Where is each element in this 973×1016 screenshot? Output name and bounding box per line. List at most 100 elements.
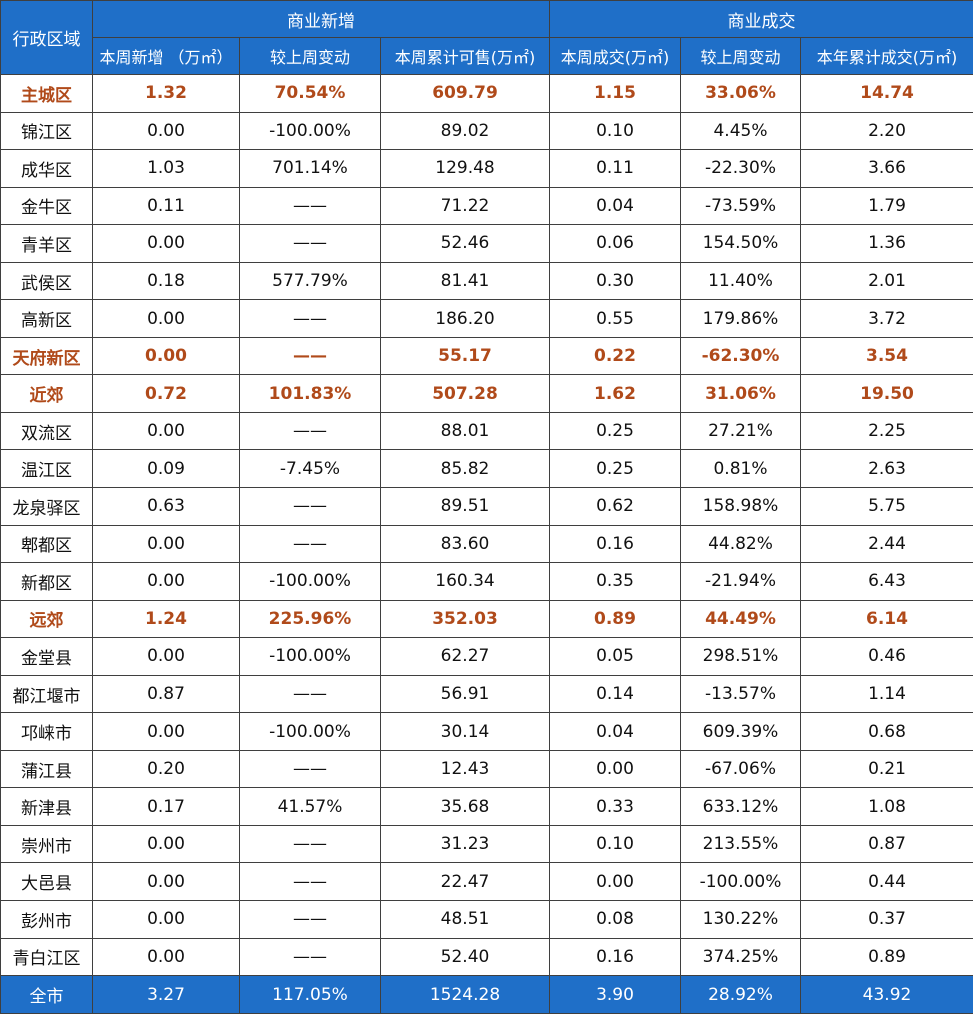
new-change-cell: —— — [239, 524, 381, 564]
deal-change-cell: -100.00% — [680, 862, 801, 902]
deal-change-cell: 4.45% — [680, 111, 801, 151]
available-cell: 52.40 — [380, 937, 550, 977]
new-change-cell: -100.00% — [239, 562, 381, 601]
region-cell: 双流区 — [0, 411, 93, 451]
new-week-cell: 0.00 — [92, 111, 240, 151]
available-cell: 56.91 — [380, 674, 550, 714]
new-change-cell: —— — [239, 862, 381, 902]
available-cell: 48.51 — [380, 900, 550, 939]
new-change-cell: —— — [239, 411, 381, 451]
summary-row: 主城区 1.32 70.54% 609.79 1.15 33.06% 14.74 — [0, 74, 973, 113]
deal-year-cell: 2.25 — [800, 411, 973, 451]
region-cell: 邛崃市 — [0, 712, 93, 751]
deal-change-cell: 31.06% — [680, 374, 801, 413]
table-row: 青白江区 0.00 —— 52.40 0.16 374.25% 0.89 — [0, 937, 973, 977]
deal-week-cell: 0.08 — [549, 900, 681, 939]
available-cell: 30.14 — [380, 712, 550, 751]
header-deal-week: 本周成交(万㎡) — [549, 37, 681, 75]
new-change-cell: —— — [239, 824, 381, 864]
new-change-cell: 101.83% — [239, 374, 381, 413]
table-row: 崇州市 0.00 —— 31.23 0.10 213.55% 0.87 — [0, 824, 973, 864]
region-cell: 大邑县 — [0, 862, 93, 902]
deal-change-cell: 374.25% — [680, 937, 801, 977]
new-week-cell: 0.00 — [92, 712, 240, 751]
deal-year-cell: 3.66 — [800, 149, 973, 188]
deal-change-cell: -73.59% — [680, 186, 801, 226]
new-week-cell: 0.00 — [92, 900, 240, 939]
available-cell: 22.47 — [380, 862, 550, 902]
deal-week-cell: 0.11 — [549, 149, 681, 188]
new-week-cell: 0.11 — [92, 186, 240, 226]
new-week-cell: 0.00 — [92, 336, 240, 376]
table-row: 双流区 0.00 —— 88.01 0.25 27.21% 2.25 — [0, 411, 973, 451]
deal-week-cell: 1.62 — [549, 374, 681, 413]
deal-week-cell: 0.06 — [549, 224, 681, 263]
deal-week-cell: 0.10 — [549, 111, 681, 151]
deal-year-cell: 3.72 — [800, 299, 973, 338]
available-cell: 71.22 — [380, 186, 550, 226]
available-cell: 160.34 — [380, 562, 550, 601]
table-row: 新津县 0.17 41.57% 35.68 0.33 633.12% 1.08 — [0, 787, 973, 826]
available-cell: 55.17 — [380, 336, 550, 376]
total-row: 全市 3.27 117.05% 1524.28 3.90 28.92% 43.9… — [0, 975, 973, 1015]
available-cell: 81.41 — [380, 261, 550, 301]
available-cell: 52.46 — [380, 224, 550, 263]
deal-year-cell: 5.75 — [800, 487, 973, 526]
new-week-cell: 0.00 — [92, 637, 240, 676]
deal-week-cell: 0.04 — [549, 712, 681, 751]
new-change-cell: —— — [239, 900, 381, 939]
new-change-cell: 577.79% — [239, 261, 381, 301]
new-week-cell: 1.32 — [92, 74, 240, 113]
table-row: 锦江区 0.00 -100.00% 89.02 0.10 4.45% 2.20 — [0, 111, 973, 151]
header-region: 行政区域 — [0, 0, 93, 75]
deal-year-cell: 1.36 — [800, 224, 973, 263]
deal-week-cell: 0.04 — [549, 186, 681, 226]
total-region: 全市 — [0, 975, 93, 1015]
deal-year-cell: 0.89 — [800, 937, 973, 977]
deal-change-cell: 154.50% — [680, 224, 801, 263]
available-cell: 35.68 — [380, 787, 550, 826]
deal-year-cell: 1.79 — [800, 186, 973, 226]
header-available: 本周累计可售(万㎡) — [380, 37, 550, 75]
deal-change-cell: 44.49% — [680, 599, 801, 639]
deal-week-cell: 0.00 — [549, 862, 681, 902]
deal-year-cell: 1.14 — [800, 674, 973, 714]
total-deal-change: 28.92% — [680, 975, 801, 1015]
new-week-cell: 0.09 — [92, 449, 240, 489]
region-cell: 温江区 — [0, 449, 93, 489]
available-cell: 186.20 — [380, 299, 550, 338]
region-cell: 龙泉驿区 — [0, 487, 93, 526]
new-change-cell: 41.57% — [239, 787, 381, 826]
deal-year-cell: 2.01 — [800, 261, 973, 301]
table-row: 金堂县 0.00 -100.00% 62.27 0.05 298.51% 0.46 — [0, 637, 973, 676]
deal-week-cell: 0.62 — [549, 487, 681, 526]
deal-year-cell: 0.21 — [800, 749, 973, 789]
new-week-cell: 0.00 — [92, 824, 240, 864]
available-cell: 89.02 — [380, 111, 550, 151]
table-row: 金牛区 0.11 —— 71.22 0.04 -73.59% 1.79 — [0, 186, 973, 226]
available-cell: 507.28 — [380, 374, 550, 413]
available-cell: 31.23 — [380, 824, 550, 864]
new-change-cell: 70.54% — [239, 74, 381, 113]
new-change-cell: —— — [239, 487, 381, 526]
new-week-cell: 0.87 — [92, 674, 240, 714]
header-new-change: 较上周变动 — [239, 37, 381, 75]
table-row: 温江区 0.09 -7.45% 85.82 0.25 0.81% 2.63 — [0, 449, 973, 489]
new-week-cell: 0.00 — [92, 562, 240, 601]
new-week-cell: 0.63 — [92, 487, 240, 526]
total-deal-year: 43.92 — [800, 975, 973, 1015]
table-row: 郫都区 0.00 —— 83.60 0.16 44.82% 2.44 — [0, 524, 973, 564]
deal-week-cell: 0.22 — [549, 336, 681, 376]
deal-year-cell: 2.20 — [800, 111, 973, 151]
deal-change-cell: -62.30% — [680, 336, 801, 376]
summary-row: 近郊 0.72 101.83% 507.28 1.62 31.06% 19.50 — [0, 374, 973, 413]
deal-year-cell: 2.44 — [800, 524, 973, 564]
new-week-cell: 0.20 — [92, 749, 240, 789]
deal-change-cell: -22.30% — [680, 149, 801, 188]
deal-week-cell: 0.05 — [549, 637, 681, 676]
table-row: 大邑县 0.00 —— 22.47 0.00 -100.00% 0.44 — [0, 862, 973, 902]
new-week-cell: 1.24 — [92, 599, 240, 639]
region-cell: 成华区 — [0, 149, 93, 188]
deal-week-cell: 0.25 — [549, 449, 681, 489]
